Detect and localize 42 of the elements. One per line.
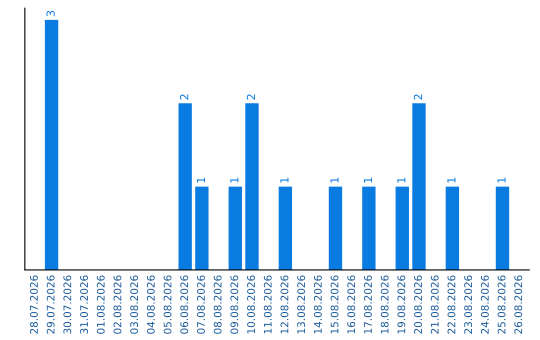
x-tick-label: 05.08.2026 — [164, 275, 172, 334]
x-tick-label: 31.07.2026 — [80, 275, 88, 334]
x-tick-label: 23.08.2026 — [464, 275, 472, 334]
x-tick-label: 26.08.2026 — [514, 275, 522, 334]
x-tick-label: 28.07.2026 — [30, 275, 38, 334]
x-tick-label: 08.08.2026 — [214, 275, 222, 334]
x-tick-label: 15.08.2026 — [330, 275, 338, 334]
x-tick-label: 01.08.2026 — [96, 275, 105, 334]
x-tick-label: 14.08.2026 — [314, 275, 322, 334]
x-tick-label: 06.08.2026 — [180, 275, 188, 334]
data-label: 1 — [497, 178, 506, 183]
data-label: 3 — [46, 10, 55, 16]
data-label: 1 — [196, 178, 205, 183]
x-tick-label: 07.08.2026 — [197, 275, 205, 334]
x-tick-label: 18.08.2026 — [380, 275, 389, 334]
data-label: 1 — [280, 178, 288, 183]
data-label: 1 — [364, 178, 372, 183]
data-label: 1 — [230, 178, 238, 183]
x-tick-label: 10.08.2026 — [247, 275, 255, 334]
data-label: 2 — [180, 94, 188, 100]
x-tick-label: 11.08.2026 — [264, 275, 272, 334]
data-label: 1 — [397, 178, 406, 183]
x-tick-label: 19.08.2026 — [397, 275, 406, 334]
x-tick-label: 20.08.2026 — [414, 275, 422, 334]
data-label: 1 — [330, 178, 339, 183]
x-tick-label: 22.08.2026 — [448, 275, 456, 334]
x-tick-label: 09.08.2026 — [230, 275, 238, 334]
x-tick-label: 16.08.2026 — [347, 275, 356, 334]
x-tick-label: 24.08.2026 — [480, 275, 489, 334]
x-tick-label: 17.08.2026 — [364, 275, 372, 334]
x-tick-label: 02.08.2026 — [114, 275, 122, 334]
x-tick-label: 13.08.2026 — [297, 275, 306, 334]
x-tick-label: 29.07.2026 — [46, 275, 55, 334]
x-tick-label: 04.08.2026 — [146, 275, 155, 334]
x-tick-label: 21.08.2026 — [430, 275, 439, 334]
data-label: 1 — [447, 178, 456, 183]
x-tick-label: 12.08.2026 — [280, 275, 288, 334]
x-tick-label: 03.08.2026 — [130, 275, 138, 334]
x-tick-label: 25.08.2026 — [498, 275, 506, 334]
x-tick-label: 30.07.2026 — [63, 275, 72, 334]
data-label: 2 — [414, 94, 422, 100]
data-label: 2 — [246, 94, 256, 100]
